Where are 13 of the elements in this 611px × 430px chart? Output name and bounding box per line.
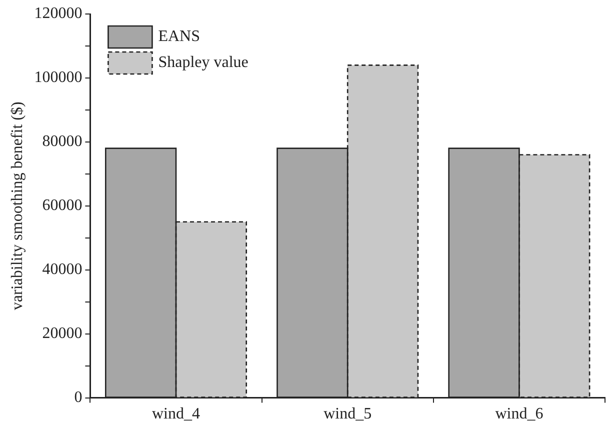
y-tick-label: 80000 [42, 133, 82, 150]
x-tick-label: wind_4 [152, 406, 200, 423]
x-tick-label: wind_5 [324, 406, 372, 423]
y-tick-label: 40000 [42, 261, 82, 278]
x-tick-label: wind_6 [495, 406, 544, 423]
y-axis-title: variability smoothing benefit ($) [8, 102, 26, 310]
y-tick-label: 100000 [34, 69, 82, 86]
y-tick-label: 60000 [42, 197, 82, 214]
y-tick-label: 20000 [42, 325, 82, 342]
y-tick-label: 120000 [34, 5, 82, 22]
y-tick-label: 0 [74, 389, 82, 406]
legend-label: EANS [158, 28, 200, 46]
legend-label: Shapley value [158, 54, 248, 72]
